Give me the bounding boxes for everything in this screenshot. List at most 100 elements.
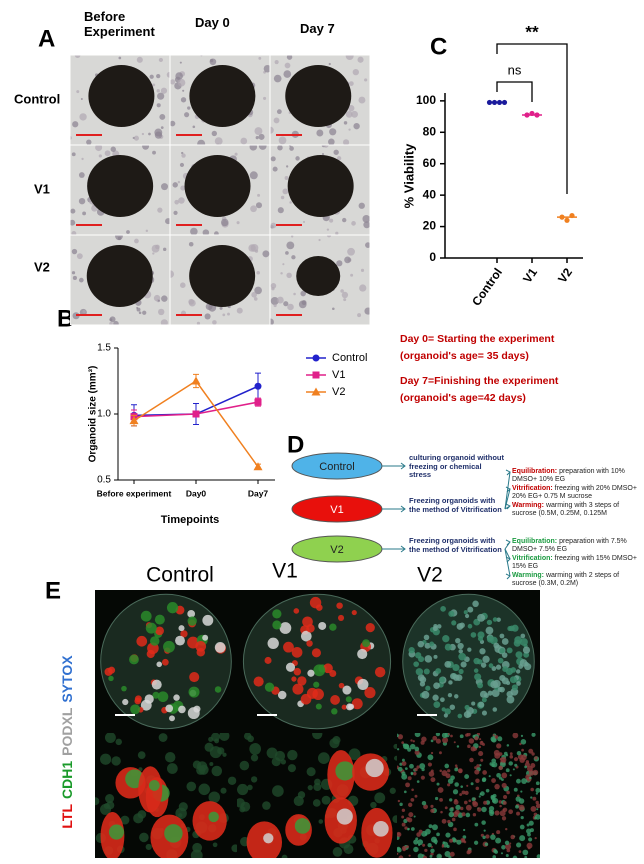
cell xyxy=(474,673,482,681)
texture xyxy=(501,782,507,788)
cell xyxy=(460,661,467,668)
texture xyxy=(424,833,428,836)
legend-marker xyxy=(312,371,320,379)
cell xyxy=(150,636,160,646)
debris xyxy=(184,112,190,118)
cell xyxy=(501,638,509,645)
texture xyxy=(510,834,515,840)
debris xyxy=(157,308,165,316)
organoid xyxy=(87,155,154,217)
texture xyxy=(536,854,540,858)
texture xyxy=(432,735,438,741)
texture xyxy=(439,769,443,773)
debris xyxy=(302,220,306,224)
y-tick-label: 80 xyxy=(423,124,437,138)
cell xyxy=(145,622,157,634)
cell xyxy=(458,652,467,661)
texture xyxy=(470,746,476,752)
texture xyxy=(534,837,537,840)
cell xyxy=(362,639,370,648)
debris xyxy=(336,260,343,267)
texture xyxy=(466,784,469,787)
legend-label: V1 xyxy=(332,369,345,381)
cell xyxy=(166,602,179,614)
debris xyxy=(161,183,169,191)
texture xyxy=(485,834,490,839)
debris xyxy=(211,130,217,137)
texture xyxy=(192,842,203,853)
cell xyxy=(140,610,152,622)
debris xyxy=(249,171,258,180)
texture xyxy=(458,768,463,774)
arrow xyxy=(504,539,511,550)
texture xyxy=(436,832,440,837)
texture xyxy=(166,763,178,774)
texture xyxy=(449,838,454,843)
arrow xyxy=(504,503,511,510)
debris xyxy=(276,296,284,304)
texture xyxy=(474,736,479,741)
fluorescence-image xyxy=(397,590,540,733)
texture xyxy=(513,787,518,792)
texture xyxy=(424,848,428,853)
texture xyxy=(214,738,220,744)
debris xyxy=(179,61,182,64)
debris xyxy=(80,98,83,101)
texture xyxy=(239,760,250,771)
data-point xyxy=(253,462,263,471)
texture xyxy=(198,783,211,796)
note: (organoid's age= 35 days) xyxy=(400,350,529,362)
x-tick-label: Before experiment xyxy=(97,488,172,498)
texture xyxy=(532,769,539,776)
texture xyxy=(401,771,406,776)
cell xyxy=(178,705,186,714)
cell xyxy=(485,626,494,635)
texture xyxy=(403,790,407,794)
legend-label: V2 xyxy=(332,386,345,398)
debris xyxy=(113,320,119,325)
debris xyxy=(165,218,170,225)
texture xyxy=(535,803,540,809)
cell xyxy=(452,664,460,672)
debris xyxy=(272,166,278,172)
texture xyxy=(503,751,508,756)
texture xyxy=(438,751,442,755)
texture xyxy=(250,776,258,783)
texture xyxy=(500,852,504,855)
debris xyxy=(133,135,139,141)
texture xyxy=(392,815,397,823)
cell xyxy=(293,608,300,614)
cell xyxy=(329,623,337,631)
debris xyxy=(136,307,141,312)
micrograph xyxy=(270,145,370,235)
texture xyxy=(398,855,404,858)
cell xyxy=(297,676,307,686)
texture xyxy=(525,760,530,764)
texture xyxy=(528,748,534,754)
debris xyxy=(70,219,76,226)
cell xyxy=(163,640,175,653)
texture xyxy=(312,733,323,740)
cell xyxy=(495,664,502,670)
debris xyxy=(336,156,342,161)
texture xyxy=(482,770,487,775)
texture xyxy=(115,738,122,746)
texture xyxy=(430,739,434,743)
texture xyxy=(508,809,514,815)
texture xyxy=(412,771,417,776)
debris xyxy=(170,270,175,278)
cell xyxy=(440,605,446,612)
fluorescence-image xyxy=(397,733,540,858)
texture xyxy=(430,804,434,808)
texture xyxy=(95,797,100,806)
debris xyxy=(273,303,277,308)
debris xyxy=(179,162,185,168)
debris xyxy=(342,139,350,145)
debris xyxy=(170,79,176,85)
texture xyxy=(518,850,522,853)
texture xyxy=(249,743,262,755)
column-header: Day 0 xyxy=(195,15,230,30)
cell xyxy=(306,624,315,633)
texture xyxy=(133,813,144,824)
